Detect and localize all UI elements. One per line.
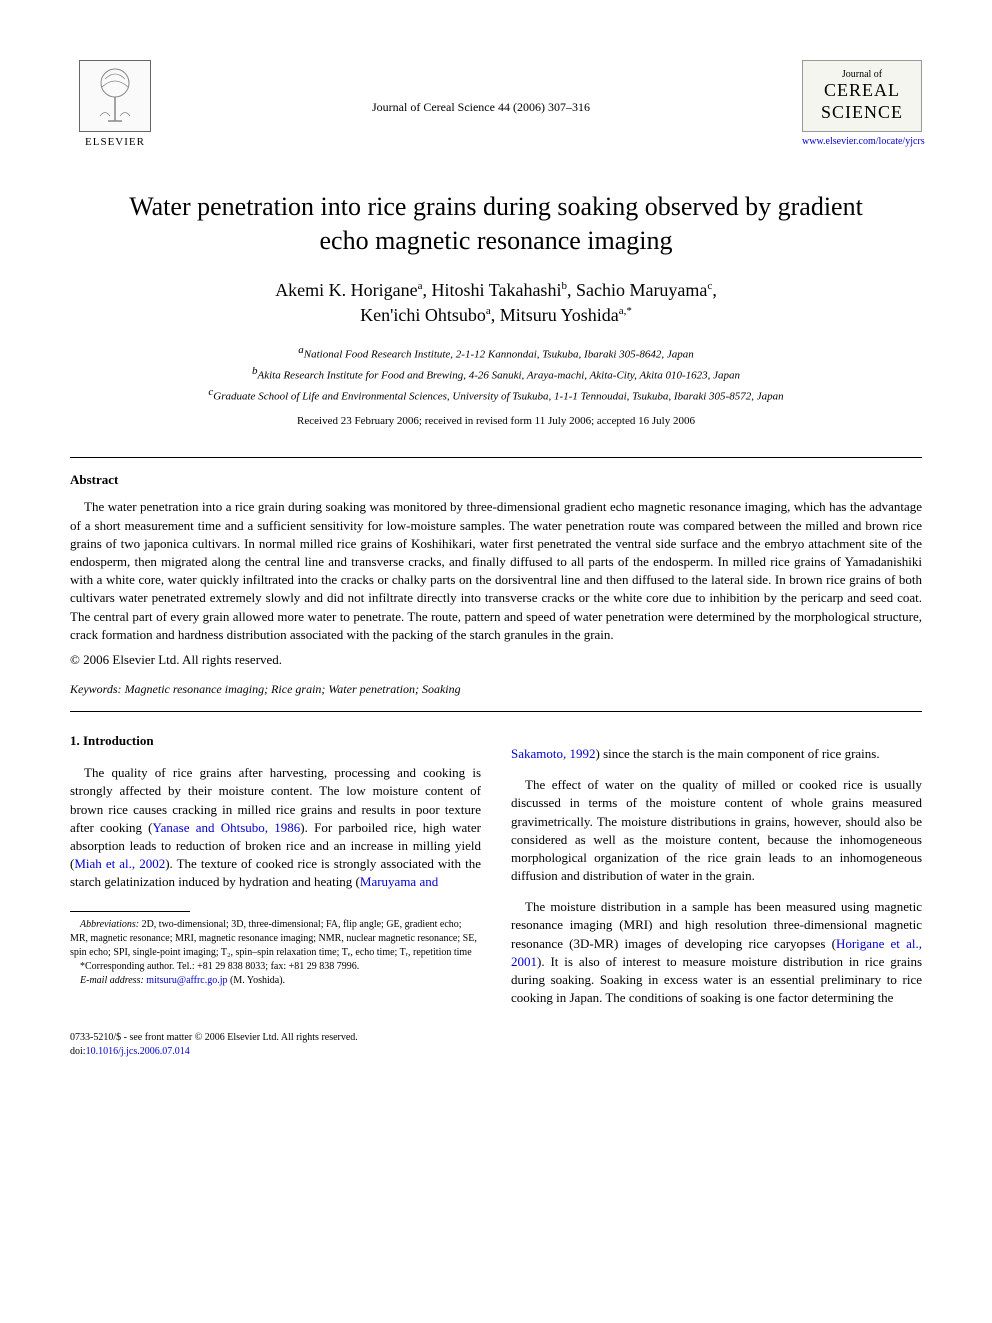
- author-5-affil: a,*: [619, 305, 632, 317]
- text: ) since the starch is the main component…: [596, 746, 880, 761]
- affiliation-c: Graduate School of Life and Environmenta…: [213, 391, 783, 403]
- author-3-affil: c: [707, 280, 712, 292]
- journal-reference: Journal of Cereal Science 44 (2006) 307–…: [160, 60, 802, 115]
- email-who: (M. Yoshida).: [230, 975, 285, 986]
- body-columns: 1. Introduction The quality of rice grai…: [70, 732, 922, 1007]
- journal-url[interactable]: www.elsevier.com/locate/yjcrs: [802, 136, 922, 147]
- divider: [70, 711, 922, 712]
- affiliation-a: National Food Research Institute, 2-1-12…: [304, 349, 694, 361]
- publisher-name: ELSEVIER: [85, 136, 145, 148]
- citation-link[interactable]: Maruyama and: [360, 874, 438, 889]
- elsevier-tree-icon: [79, 60, 151, 132]
- author-4: Ken'ichi Ohtsubo: [360, 305, 486, 325]
- publisher-logo: ELSEVIER: [70, 60, 160, 160]
- affiliation-b: Akita Research Institute for Food and Br…: [257, 370, 740, 382]
- doi-label: doi:: [70, 1046, 86, 1057]
- author-3: Sachio Maruyama: [576, 280, 707, 300]
- keywords-text: Magnetic resonance imaging; Rice grain; …: [125, 682, 461, 696]
- author-4-affil: a: [486, 305, 491, 317]
- affiliations: aNational Food Research Institute, 2-1-1…: [70, 342, 922, 405]
- keywords-label: Keywords:: [70, 682, 122, 696]
- author-2: Hitoshi Takahashi: [432, 280, 562, 300]
- column-right: Sakamoto, 1992) since the starch is the …: [511, 732, 922, 1007]
- citation-link[interactable]: Yanase and Ohtsubo, 1986: [153, 820, 301, 835]
- abbreviations: Abbreviations: 2D, two-dimensional; 3D, …: [70, 918, 481, 960]
- email-link[interactable]: mitsuru@affrc.go.jp: [146, 975, 227, 986]
- footer-copyright: 0733-5210/$ - see front matter © 2006 El…: [70, 1031, 922, 1045]
- article-title: Water penetration into rice grains durin…: [110, 190, 882, 258]
- footnotes: Abbreviations: 2D, two-dimensional; 3D, …: [70, 918, 481, 988]
- intro-para-1: The quality of rice grains after harvest…: [70, 764, 481, 891]
- email-label: E-mail address:: [80, 975, 144, 986]
- page: ELSEVIER Journal of Cereal Science 44 (2…: [0, 0, 992, 1099]
- journal-logo-small: Journal of: [809, 69, 915, 80]
- abstract-copyright: © 2006 Elsevier Ltd. All rights reserved…: [70, 652, 922, 668]
- journal-logo-line1: CEREAL: [809, 80, 915, 102]
- abbrev-label: Abbreviations:: [80, 919, 139, 930]
- text: ). It is also of interest to measure moi…: [511, 954, 922, 1005]
- citation-link[interactable]: Miah et al., 2002: [74, 856, 165, 871]
- author-5: Mitsuru Yoshida: [500, 305, 619, 325]
- divider: [70, 457, 922, 458]
- journal-logo: Journal of CEREAL SCIENCE www.elsevier.c…: [802, 60, 922, 147]
- footer-doi: doi:10.1016/j.jcs.2006.07.014: [70, 1045, 922, 1059]
- page-footer: 0733-5210/$ - see front matter © 2006 El…: [70, 1031, 922, 1059]
- abstract-heading: Abstract: [70, 472, 922, 488]
- footnote-separator: [70, 911, 190, 912]
- email-line: E-mail address: mitsuru@affrc.go.jp (M. …: [70, 974, 481, 988]
- author-1: Akemi K. Horigane: [275, 280, 417, 300]
- column-left: 1. Introduction The quality of rice grai…: [70, 732, 481, 1007]
- abstract-body: The water penetration into a rice grain …: [70, 498, 922, 644]
- intro-para-1-cont: Sakamoto, 1992) since the starch is the …: [511, 745, 922, 763]
- intro-para-2: The effect of water on the quality of mi…: [511, 776, 922, 885]
- authors: Akemi K. Horiganea, Hitoshi Takahashib, …: [70, 278, 922, 328]
- journal-logo-line2: SCIENCE: [809, 102, 915, 124]
- doi-link[interactable]: 10.1016/j.jcs.2006.07.014: [86, 1046, 190, 1057]
- intro-para-3: The moisture distribution in a sample ha…: [511, 898, 922, 1007]
- section-1-heading: 1. Introduction: [70, 732, 481, 750]
- citation-link[interactable]: Sakamoto, 1992: [511, 746, 596, 761]
- keywords: Keywords: Magnetic resonance imaging; Ri…: [70, 682, 922, 697]
- author-2-affil: b: [561, 280, 567, 292]
- corresponding-author: *Corresponding author. Tel.: +81 29 838 …: [70, 960, 481, 974]
- author-1-affil: a: [418, 280, 423, 292]
- journal-logo-box: Journal of CEREAL SCIENCE: [802, 60, 922, 132]
- article-dates: Received 23 February 2006; received in r…: [70, 415, 922, 427]
- header-row: ELSEVIER Journal of Cereal Science 44 (2…: [70, 60, 922, 160]
